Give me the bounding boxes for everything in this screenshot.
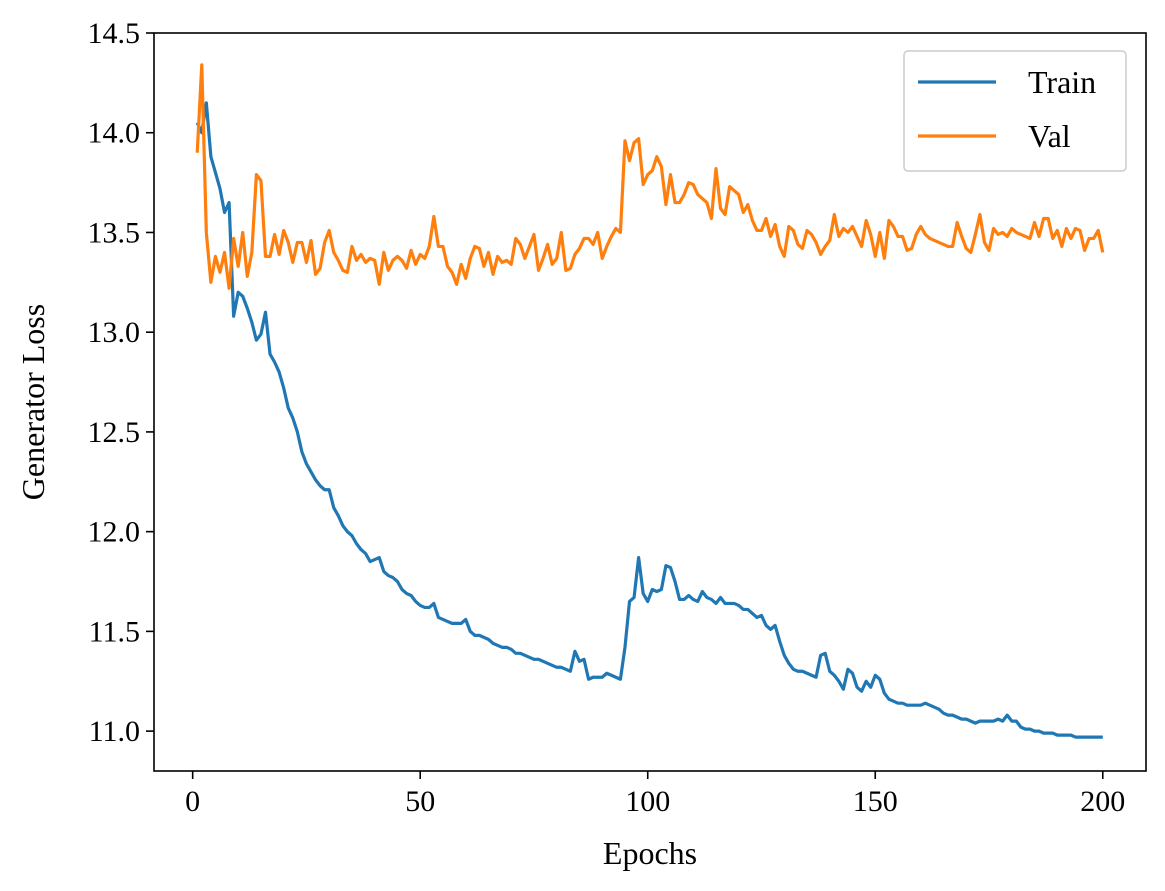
x-tick-label: 50 [405,785,435,818]
y-axis-label: Generator Loss [15,304,51,500]
x-axis: 0 50 100 150 200 [185,771,1125,818]
x-tick-label: 100 [625,785,670,818]
y-tick-label: 11.5 [89,615,140,648]
y-tick-label: 13.0 [88,316,141,349]
legend-label-train: Train [1028,64,1096,100]
legend-items: Train Val [918,64,1096,154]
legend-label-val: Val [1028,118,1071,154]
x-tick-label: 200 [1080,785,1125,818]
series-line-val [195,63,1105,290]
y-tick-label: 13.5 [88,216,141,249]
legend: Train Val [903,50,1127,172]
y-tick-label: 12.5 [88,416,141,449]
y-tick-label: 14.5 [88,17,141,50]
x-tick-label: 150 [853,785,898,818]
y-tick-label: 14.0 [88,117,141,150]
x-axis-label: Epochs [603,835,697,871]
y-tick-label: 11.0 [89,715,140,748]
y-axis: 11.0 11.5 12.0 12.5 13.0 13.5 14.0 14.5 [88,17,154,748]
y-tick-label: 12.0 [88,516,141,549]
series-layer [195,63,1105,739]
x-tick-label: 0 [185,785,200,818]
series-line-train [195,101,1103,739]
axes-frame [153,32,1147,772]
plot-area [153,32,1147,772]
